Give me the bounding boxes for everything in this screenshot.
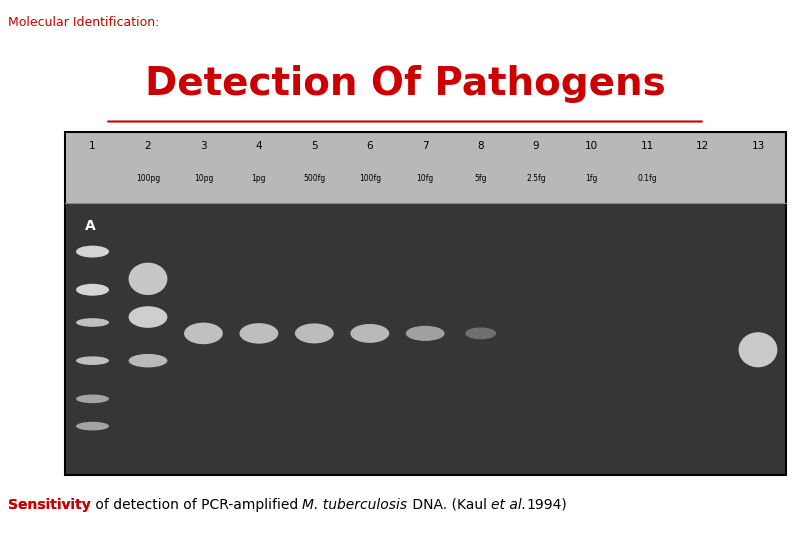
Text: Sensitivity: Sensitivity (8, 498, 91, 512)
Text: 1: 1 (89, 141, 96, 151)
Ellipse shape (240, 323, 279, 343)
Text: Sensitivity: Sensitivity (8, 498, 91, 512)
Ellipse shape (295, 323, 334, 343)
Text: DNA. (Kaul: DNA. (Kaul (407, 498, 491, 512)
Text: 1fg: 1fg (586, 174, 598, 183)
Ellipse shape (739, 332, 778, 367)
Ellipse shape (76, 422, 109, 430)
Text: 13: 13 (752, 141, 765, 151)
Text: 2.5fg: 2.5fg (526, 174, 546, 183)
Text: 5: 5 (311, 141, 318, 151)
Text: 12: 12 (696, 141, 709, 151)
Ellipse shape (406, 326, 445, 341)
Text: 0.1fg: 0.1fg (637, 174, 657, 183)
Text: M. tuberculosis: M. tuberculosis (302, 498, 407, 512)
Text: of detection of PCR-amplified: of detection of PCR-amplified (91, 498, 302, 512)
Text: 10pg: 10pg (194, 174, 213, 183)
Text: 4: 4 (256, 141, 262, 151)
Ellipse shape (351, 324, 389, 343)
Text: Detection Of Pathogens: Detection Of Pathogens (145, 65, 665, 103)
Text: 100pg: 100pg (136, 174, 160, 183)
Text: 11: 11 (641, 141, 654, 151)
Ellipse shape (465, 327, 497, 339)
Text: 1pg: 1pg (252, 174, 266, 183)
Ellipse shape (129, 306, 168, 328)
Ellipse shape (76, 395, 109, 403)
Ellipse shape (76, 356, 109, 365)
Ellipse shape (184, 322, 223, 344)
Ellipse shape (76, 284, 109, 296)
Text: 10: 10 (585, 141, 598, 151)
Ellipse shape (76, 318, 109, 327)
Text: 2: 2 (145, 141, 151, 151)
Text: 9: 9 (533, 141, 539, 151)
Text: 1994): 1994) (526, 498, 567, 512)
Text: 100fg: 100fg (359, 174, 381, 183)
Ellipse shape (76, 246, 109, 258)
Text: 5fg: 5fg (475, 174, 487, 183)
Text: 500fg: 500fg (303, 174, 326, 183)
Text: 3: 3 (200, 141, 207, 151)
Ellipse shape (129, 262, 168, 295)
Ellipse shape (129, 354, 168, 367)
Text: 10fg: 10fg (416, 174, 434, 183)
Text: Molecular Identification:: Molecular Identification: (8, 16, 160, 29)
Text: A: A (85, 219, 96, 233)
Text: et al.: et al. (491, 498, 526, 512)
Text: 7: 7 (422, 141, 428, 151)
Text: 6: 6 (366, 141, 373, 151)
Text: 8: 8 (477, 141, 484, 151)
